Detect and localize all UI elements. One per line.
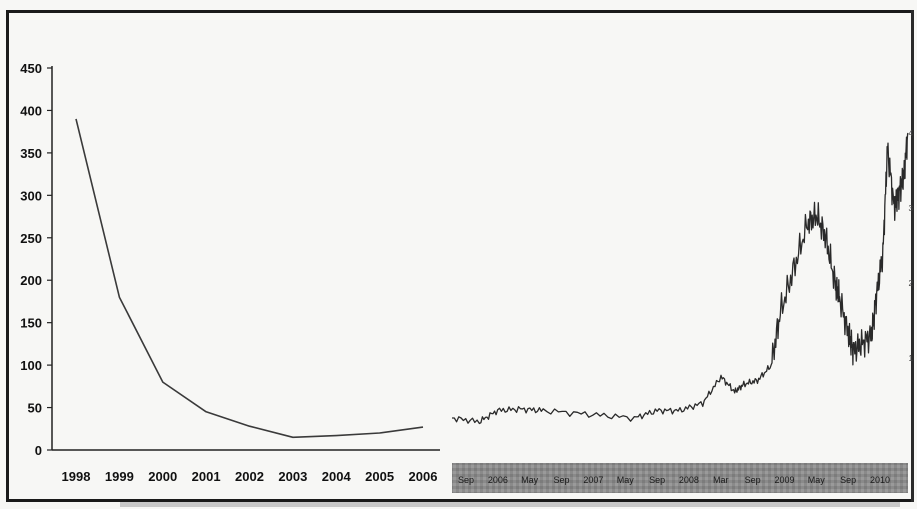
left-y-tick-label: 200: [20, 273, 42, 288]
scan-shadow: [120, 502, 900, 507]
frame-border-left: [6, 10, 9, 502]
left-x-tick-label: 1998: [62, 469, 91, 484]
right-series-line: [452, 132, 909, 425]
right-y-ticks: 1 2 3 4: [909, 129, 914, 363]
left-x-tick-label: 2000: [148, 469, 177, 484]
right-x-tick-label: May: [808, 475, 826, 485]
left-y-tick-label: 450: [20, 61, 42, 76]
left-y-ticks: 0 50 100 150 200 250 300 350 400 450: [20, 61, 52, 458]
left-x-tick-label: 2005: [365, 469, 394, 484]
frame-border-bottom: [6, 499, 911, 502]
right-x-tick-label: 2006: [488, 475, 508, 485]
right-x-tick-label: 2009: [774, 475, 794, 485]
left-x-tick-label: 2003: [278, 469, 307, 484]
left-y-tick-label: 50: [28, 401, 42, 416]
right-x-tick-label: May: [617, 475, 635, 485]
frame-border-right: [911, 10, 914, 502]
right-price-chart: Sep 2006 May Sep 2007 May Sep 2008 Mar Sep 2009 May…: [452, 129, 914, 493]
right-x-tick-label: Mar: [713, 475, 729, 485]
right-x-tick-label: 2007: [583, 475, 603, 485]
left-y-tick-label: 300: [20, 188, 42, 203]
left-x-tick-label: 2002: [235, 469, 264, 484]
left-y-tick-label: 150: [20, 316, 42, 331]
right-x-tick-label: Sep: [458, 475, 474, 485]
left-y-tick-label: 400: [20, 103, 42, 118]
right-y-tick-label: 4: [909, 129, 914, 138]
frame-border-top: [6, 10, 911, 13]
right-x-tick-label: May: [521, 475, 539, 485]
right-x-tick-label: Sep: [840, 475, 856, 485]
right-y-tick-label: 1: [909, 354, 914, 363]
right-y-tick-label: 3: [909, 204, 914, 213]
left-x-tick-label: 1999: [105, 469, 134, 484]
left-y-tick-label: 100: [20, 358, 42, 373]
left-line-chart: 0 50 100 150 200 250 300 350 400 450 1998 1999 2000…: [20, 61, 440, 484]
right-x-tick-label: Sep: [649, 475, 665, 485]
right-x-tick-label: Sep: [745, 475, 761, 485]
right-x-tick-label: 2010: [870, 475, 890, 485]
right-x-tick-label: Sep: [554, 475, 570, 485]
left-x-tick-label: 2006: [409, 469, 438, 484]
left-series-line: [75, 118, 424, 439]
right-y-tick-label: 2: [909, 279, 914, 288]
left-y-tick-label: 250: [20, 231, 42, 246]
right-x-tick-label: 2008: [679, 475, 699, 485]
left-y-tick-label: 350: [20, 146, 42, 161]
left-x-tick-label: 2004: [322, 469, 352, 484]
right-x-ticks: Sep 2006 May Sep 2007 May Sep 2008 Mar Sep 2009 May…: [458, 475, 890, 485]
left-y-tick-label: 0: [35, 443, 42, 458]
right-x-axis-band: [452, 463, 908, 493]
left-x-ticks: 1998 1999 2000 2001 2002 2003 2004 2005 2006: [62, 469, 438, 484]
left-x-tick-label: 2001: [192, 469, 221, 484]
